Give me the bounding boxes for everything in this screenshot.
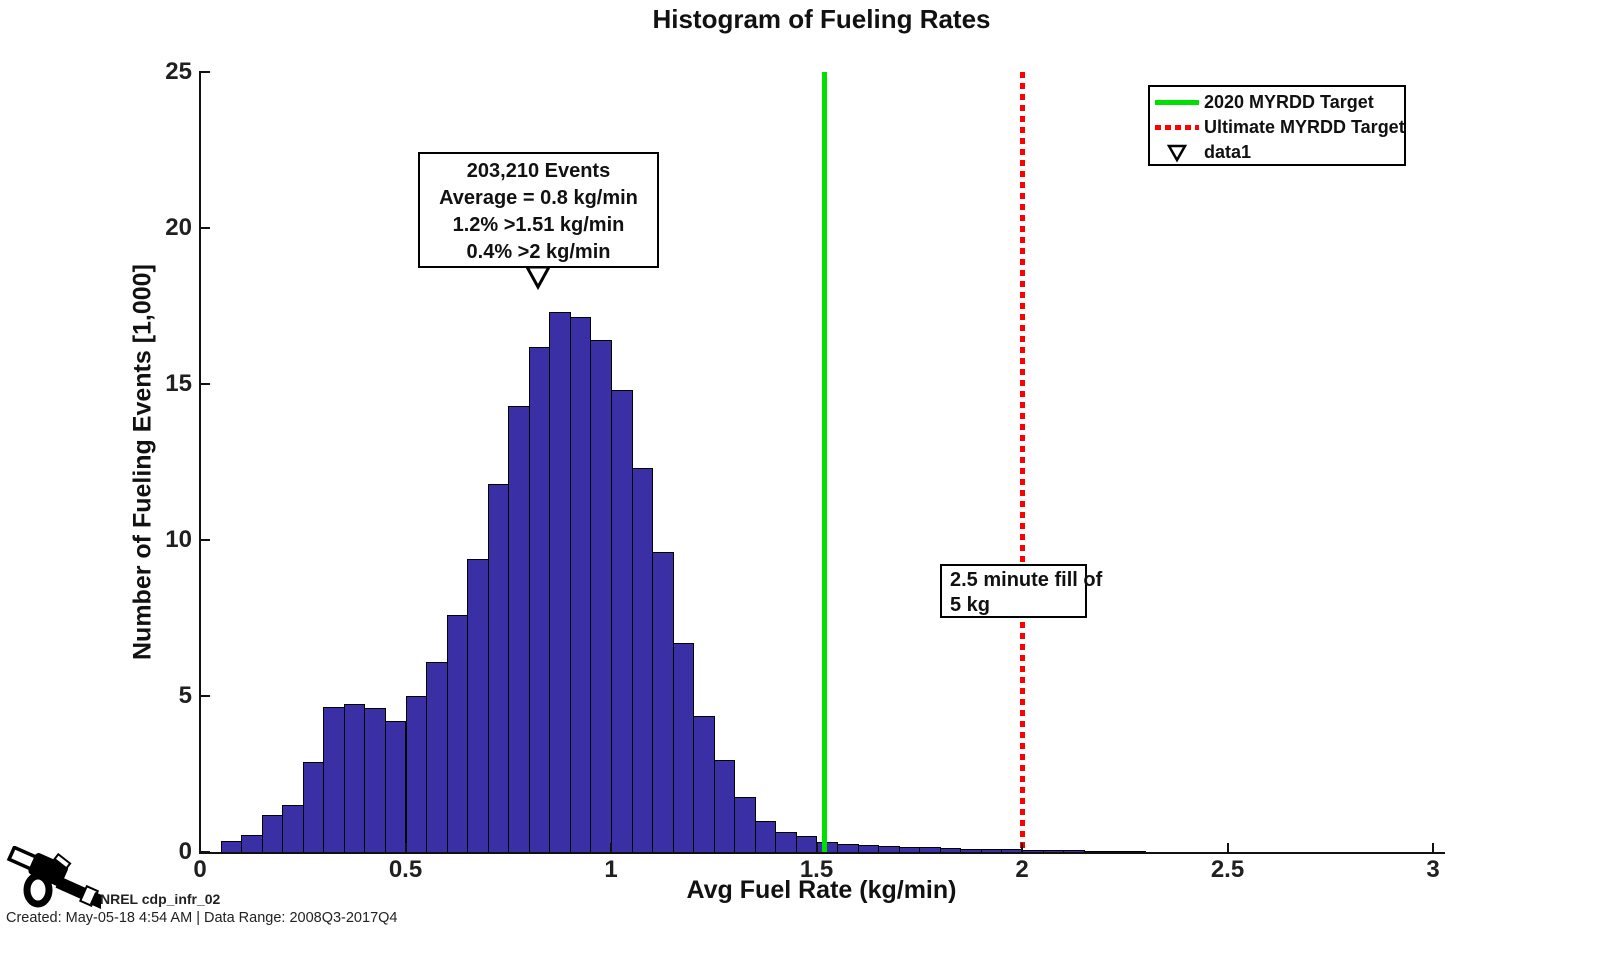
histogram-bar bbox=[261, 814, 284, 853]
x-tick-label: 0 bbox=[193, 856, 207, 883]
y-tick-label: 25 bbox=[165, 58, 192, 85]
histogram-bar bbox=[426, 661, 448, 853]
y-tick-label: 5 bbox=[178, 682, 192, 709]
y-tick-mark bbox=[201, 383, 210, 385]
legend-item-2020-target: 2020 MYRDD Target bbox=[1150, 90, 1404, 115]
x-tick-label: 1.5 bbox=[799, 856, 834, 883]
y-tick-label: 10 bbox=[165, 526, 192, 553]
fill-annotation-box: 2.5 minute fill of 5 kg bbox=[940, 564, 1103, 618]
x-tick-mark bbox=[1021, 843, 1023, 852]
y-tick-mark bbox=[201, 851, 210, 853]
y-axis-label: Number of Fueling Events [1,000] bbox=[128, 264, 157, 660]
histogram-bar bbox=[672, 642, 695, 853]
y-tick-label: 20 bbox=[165, 214, 192, 241]
histogram-bar bbox=[364, 708, 386, 853]
histogram-bar bbox=[282, 805, 304, 853]
histogram-bar bbox=[652, 552, 674, 853]
legend: 2020 MYRDD Target Ultimate MYRDD Target … bbox=[1148, 85, 1406, 166]
histogram-bar bbox=[590, 340, 612, 853]
stats-line-pct151: 1.2% >1.51 kg/min bbox=[452, 214, 625, 236]
legend-label: data1 bbox=[1204, 142, 1252, 162]
fuel-nozzle-icon bbox=[6, 846, 101, 910]
y-tick-mark bbox=[201, 71, 210, 73]
histogram-bar bbox=[446, 614, 469, 853]
y-tick-mark bbox=[201, 539, 210, 541]
source-label: NREL cdp_infr_02 bbox=[100, 891, 221, 907]
y-tick-mark bbox=[201, 695, 210, 697]
target-line-2020 bbox=[822, 72, 828, 852]
x-tick-mark bbox=[815, 843, 818, 852]
y-tick-label: 0 bbox=[178, 838, 192, 865]
target-line-ultimate bbox=[1019, 72, 1025, 852]
legend-label: 2020 MYRDD Target bbox=[1204, 92, 1374, 112]
x-axis-line bbox=[199, 852, 1445, 854]
x-tick-label: 2.5 bbox=[1210, 856, 1245, 883]
histogram-bar bbox=[795, 836, 818, 853]
histogram-bar bbox=[754, 820, 777, 853]
histogram-bar bbox=[631, 468, 654, 853]
stats-annotation-box: 203,210 Events Average = 0.8 kg/min 1.2%… bbox=[418, 152, 659, 268]
x-tick-mark bbox=[1432, 843, 1434, 852]
histogram-bar bbox=[549, 312, 571, 853]
stats-line-average: Average = 0.8 kg/min bbox=[439, 187, 638, 209]
created-timestamp: Created: May-05-18 4:54 AM | Data Range:… bbox=[6, 910, 398, 926]
x-tick-label: 3 bbox=[1426, 856, 1440, 883]
histogram-bar bbox=[323, 706, 345, 853]
legend-item-ultimate-target: Ultimate MYRDD Target bbox=[1150, 115, 1405, 140]
histogram-bar bbox=[611, 390, 633, 853]
x-tick-mark bbox=[1226, 843, 1229, 852]
histogram-bar bbox=[302, 761, 325, 853]
x-tick-label: 2 bbox=[1015, 856, 1029, 883]
histogram-bar bbox=[775, 831, 797, 853]
legend-label: Ultimate MYRDD Target bbox=[1204, 117, 1405, 137]
red-dotted-line-icon bbox=[1150, 125, 1204, 130]
y-tick-label: 15 bbox=[165, 370, 192, 397]
histogram-bar bbox=[508, 405, 530, 853]
fill-line-2: 5 kg bbox=[950, 594, 991, 616]
y-tick-mark bbox=[201, 227, 210, 229]
histogram-bar bbox=[405, 696, 428, 853]
x-tick-mark bbox=[404, 843, 407, 852]
histogram-bar bbox=[384, 720, 407, 853]
green-solid-line-icon bbox=[1150, 100, 1204, 105]
histogram-bar bbox=[487, 483, 510, 853]
x-tick-mark bbox=[610, 843, 612, 852]
histogram-bar bbox=[713, 759, 736, 853]
open-triangle-marker-icon bbox=[1150, 143, 1204, 163]
histogram-bar bbox=[343, 703, 366, 853]
legend-item-data1: data1 bbox=[1150, 140, 1404, 165]
chart-title: Histogram of Fueling Rates bbox=[652, 4, 991, 34]
stats-line-pct2: 0.4% >2 kg/min bbox=[466, 241, 611, 263]
histogram-bar bbox=[528, 346, 551, 853]
histogram-bar bbox=[734, 797, 756, 853]
x-axis-label: Avg Fuel Rate (kg/min) bbox=[686, 876, 957, 904]
x-tick-mark bbox=[199, 843, 201, 852]
y-axis-line bbox=[199, 71, 201, 853]
x-tick-label: 1 bbox=[604, 856, 618, 883]
histogram-bar bbox=[241, 834, 263, 853]
fill-line-1: 2.5 minute fill of bbox=[950, 569, 1103, 591]
histogram-bar bbox=[693, 716, 715, 853]
stats-line-events: 203,210 Events bbox=[466, 160, 611, 182]
histogram-bar bbox=[569, 316, 592, 853]
x-tick-label: 0.5 bbox=[388, 856, 423, 883]
histogram-bar bbox=[467, 558, 489, 853]
